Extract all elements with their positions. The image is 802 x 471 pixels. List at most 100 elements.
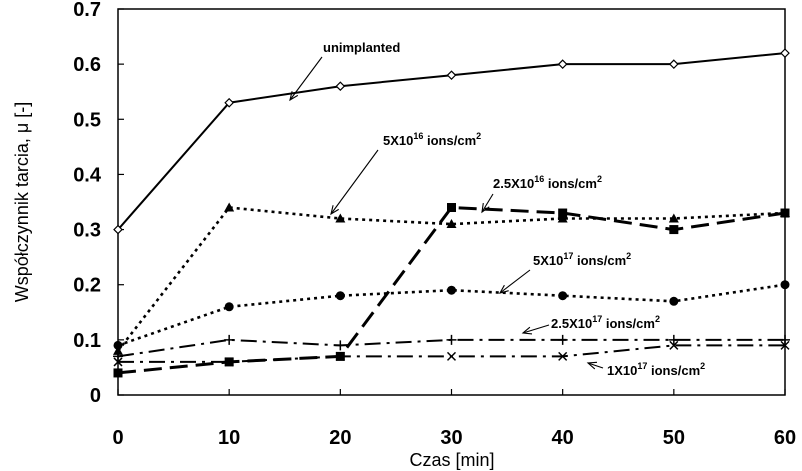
data-point <box>780 280 790 290</box>
data-point <box>668 213 679 223</box>
annotation-arrow-head <box>498 284 509 294</box>
annotation-unit: ions/cm <box>602 316 655 331</box>
y-tick-label: 0.2 <box>73 275 101 297</box>
annotation-exponent: 17 <box>592 314 602 324</box>
data-point <box>335 291 345 301</box>
annotation-3: 5X1017 ions/cm2 <box>498 251 631 294</box>
x-tick-label: 40 <box>552 427 574 449</box>
data-point <box>335 340 346 351</box>
annotation-exponent: 17 <box>563 251 573 261</box>
data-point <box>558 291 568 301</box>
data-point <box>335 351 345 361</box>
annotation-unit: ions/cm <box>647 363 700 378</box>
series-0 <box>113 48 790 235</box>
data-point <box>558 208 568 218</box>
annotation-exponent: 16 <box>534 174 544 184</box>
data-point <box>447 203 456 213</box>
x-tick-label: 0 <box>112 427 123 449</box>
annotation-unit: ions/cm <box>423 133 476 148</box>
y-tick-label: 0.6 <box>73 54 101 76</box>
data-point <box>557 213 568 223</box>
annotation-arrow-line <box>522 324 550 334</box>
annotation-arrow-line <box>330 149 379 215</box>
annotation-arrow-head <box>521 326 533 335</box>
annotation-label: 1X1017 ions/cm2 <box>607 361 705 378</box>
annotation-arrow-line <box>587 362 604 369</box>
y-tick-label: 0.1 <box>73 330 101 352</box>
annotation-arrow-line <box>289 56 323 101</box>
data-point <box>780 208 790 218</box>
y-tick-label: 0 <box>90 385 101 407</box>
data-point <box>224 202 235 212</box>
annotation-arrow-head <box>586 361 598 370</box>
annotation-5: 1X1017 ions/cm2 <box>586 361 705 378</box>
annotation-unit: ions/cm <box>573 253 626 268</box>
data-point <box>780 334 790 345</box>
data-point <box>224 357 234 367</box>
x-tick-label: 30 <box>440 427 462 449</box>
annotation-arrow-head <box>289 91 299 102</box>
y-tick-label: 0.7 <box>73 0 101 21</box>
data-point <box>335 213 346 223</box>
data-point <box>780 340 790 350</box>
x-tick-label: 50 <box>663 427 685 449</box>
data-point <box>446 334 457 345</box>
annotation-label: 2.5X1017 ions/cm2 <box>551 314 660 331</box>
annotation-label: 5X1017 ions/cm2 <box>533 251 631 268</box>
annotation-base: 2.5X10 <box>551 316 592 331</box>
data-point <box>669 340 679 350</box>
data-point <box>113 345 123 355</box>
data-point <box>557 59 568 69</box>
x-tick-label: 20 <box>329 427 351 449</box>
annotation-exponent: 16 <box>413 131 423 141</box>
data-point <box>668 59 679 69</box>
annotation-arrow-line <box>481 193 494 213</box>
annotation-0: unimplanted <box>289 40 400 102</box>
data-point <box>669 225 679 235</box>
annotation-unit-exponent: 2 <box>700 361 705 371</box>
annotation-base: 2.5X10 <box>493 176 534 191</box>
data-point <box>224 302 234 312</box>
annotation-label: 5X1016 ions/cm2 <box>383 131 481 148</box>
data-point <box>558 351 568 361</box>
data-point <box>557 334 568 345</box>
data-point <box>668 334 679 345</box>
data-point <box>113 368 123 378</box>
annotation-exponent: 17 <box>637 361 647 371</box>
annotation-4: 2.5X1017 ions/cm2 <box>521 314 660 335</box>
annotation-base: 1X10 <box>607 363 637 378</box>
annotation-unit-exponent: 2 <box>655 314 660 324</box>
data-point <box>446 351 457 361</box>
data-point <box>113 224 123 235</box>
x-tick-label: 10 <box>218 427 240 449</box>
annotation-arrow-head <box>481 203 490 214</box>
y-axis-ticks: 0 0.1 0.2 0.3 0.4 0.5 0.6 0.7 <box>73 0 124 407</box>
x-tick-label: 60 <box>774 427 796 449</box>
y-tick-label: 0.3 <box>73 220 101 242</box>
data-point <box>780 48 790 58</box>
annotation-label: unimplanted <box>323 40 400 55</box>
data-point <box>113 357 123 367</box>
y-axis-title: Współczynnik tarcia, μ [-] <box>12 102 32 302</box>
data-point <box>113 340 123 350</box>
x-axis-title: Czas [min] <box>409 450 494 470</box>
series-5 <box>113 340 790 367</box>
annotation-base: 5X10 <box>383 133 413 148</box>
data-point <box>224 334 235 345</box>
y-tick-label: 0.4 <box>73 164 102 186</box>
y-tick-label: 0.5 <box>73 109 101 131</box>
x-axis-ticks: 0 10 20 30 40 50 60 <box>112 389 796 449</box>
data-point <box>669 296 679 306</box>
data-point <box>113 351 123 362</box>
data-point <box>446 70 457 81</box>
series-layer <box>113 48 790 378</box>
annotation-unit-exponent: 2 <box>597 174 602 184</box>
annotation-base: unimplanted <box>323 40 400 55</box>
annotation-unit-exponent: 2 <box>626 251 631 261</box>
series-4 <box>113 334 790 362</box>
series-3 <box>113 280 790 350</box>
data-point <box>446 219 457 229</box>
annotation-unit: ions/cm <box>544 176 597 191</box>
